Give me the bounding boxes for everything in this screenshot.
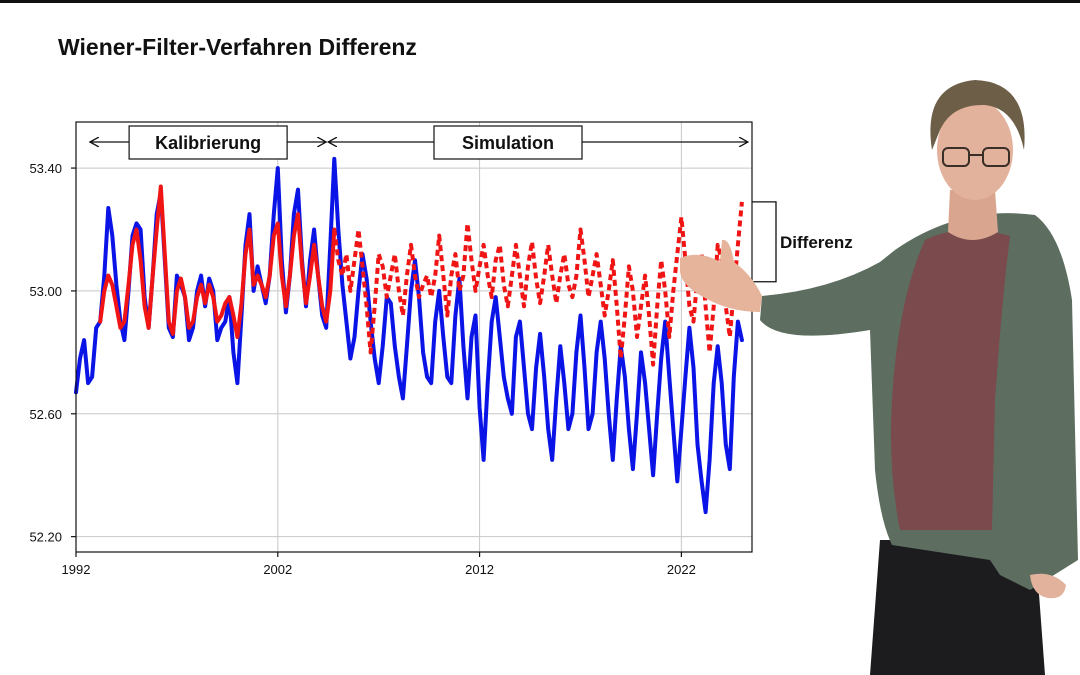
red-calibration-line — [98, 184, 337, 339]
x-tick-label: 2022 — [667, 562, 696, 577]
calibration-label-box — [128, 125, 288, 160]
y-tick-label: 53.00 — [29, 284, 62, 299]
presenter-hair — [930, 80, 1025, 150]
tick-layer: 1992 2002 2012 2022 52.20 52.60 53.00 53.40 — [29, 161, 695, 577]
presenter-shirt — [891, 229, 1010, 530]
presenter-glasses-left — [942, 147, 970, 167]
difference-bracket — [752, 201, 777, 283]
presenter-right-hand — [1030, 573, 1066, 599]
y-tick-label: 53.40 — [29, 161, 62, 176]
x-tick-label: 1992 — [62, 562, 91, 577]
plot-frame — [75, 121, 753, 553]
presenter-face — [937, 100, 1013, 200]
red-simulation-dotted-line — [332, 201, 744, 367]
calibration-label: Kalibrierung — [155, 133, 261, 153]
simulation-label: Simulation — [462, 133, 554, 153]
presenter-neck — [948, 190, 998, 240]
presenter-hand — [680, 239, 762, 312]
y-tick-label: 52.20 — [29, 530, 62, 545]
presenter-glasses-right — [982, 147, 1010, 167]
difference-label: Differenz — [780, 233, 853, 252]
y-tick-label: 52.60 — [29, 407, 62, 422]
x-tick-label: 2012 — [465, 562, 494, 577]
top-border — [0, 0, 1080, 3]
series-layer — [74, 156, 744, 515]
x-tick-label: 2002 — [263, 562, 292, 577]
slide-title: Wiener-Filter-Verfahren Differenz — [58, 34, 417, 60]
presenter-person — [680, 80, 1078, 675]
annotation-layer: Kalibrierung Simulation Differenz — [90, 125, 853, 283]
simulation-label-box — [433, 125, 583, 160]
